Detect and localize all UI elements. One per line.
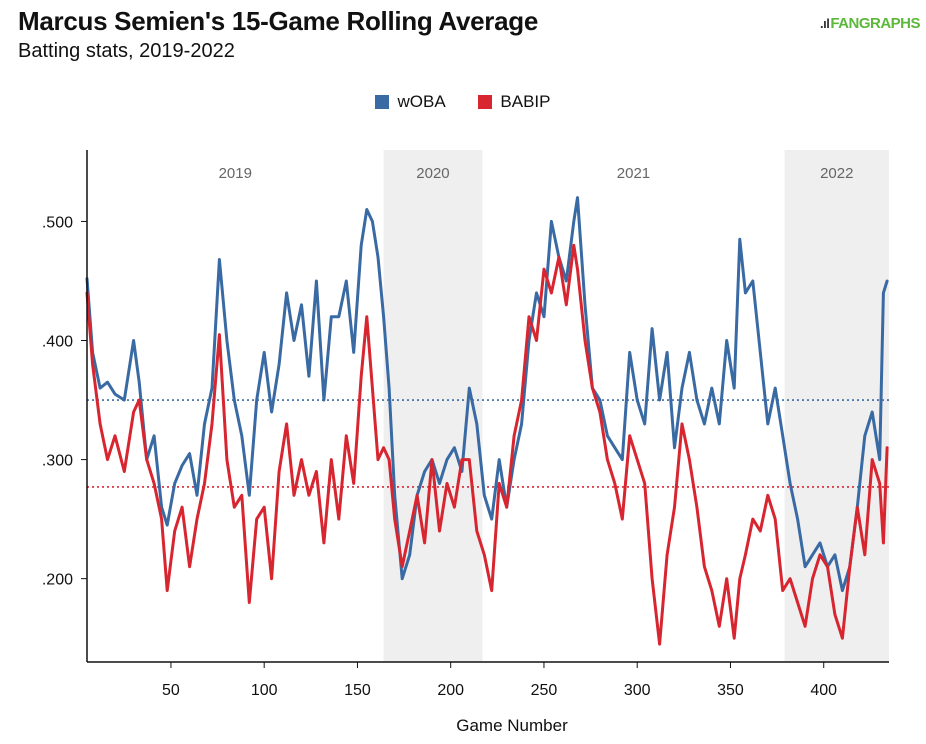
legend-item-babip[interactable]: BABIP: [478, 92, 551, 112]
x-tick-label: 250: [531, 682, 558, 699]
x-axis-label: Game Number: [456, 716, 568, 735]
x-tick-label: 350: [717, 682, 744, 699]
season-label-2019: 2019: [219, 165, 252, 182]
legend-swatch-babip: [478, 95, 493, 109]
brand-logo: .ılFANGRAPHS: [819, 15, 921, 32]
season-label-2020: 2020: [416, 165, 449, 182]
y-tick-label: .500: [42, 214, 73, 231]
season-label-2021: 2021: [617, 165, 650, 182]
logo-mark-icon: .ıl: [819, 16, 830, 31]
x-tick-label: 300: [624, 682, 651, 699]
series-line-babip: [85, 243, 889, 646]
legend-label-woba: wOBA: [397, 92, 446, 111]
x-tick-label: 50: [162, 682, 180, 699]
legend: wOBA BABIP: [0, 92, 926, 114]
y-tick-label: .300: [42, 453, 73, 470]
legend-label-babip: BABIP: [500, 92, 551, 111]
season-label-2022: 2022: [820, 165, 853, 182]
x-tick-label: 400: [810, 682, 837, 699]
legend-item-woba[interactable]: wOBA: [375, 92, 446, 112]
season-band-2022: [784, 150, 889, 662]
season-band-2020: [383, 150, 483, 662]
x-tick-label: 100: [251, 682, 278, 699]
chart-title: Marcus Semien's 15-Game Rolling Average: [18, 6, 538, 36]
brand-name: FANGRAPHS: [830, 15, 920, 32]
legend-swatch-woba: [375, 95, 390, 109]
chart-subtitle: Batting stats, 2019-2022: [18, 40, 235, 62]
x-tick-label: 200: [437, 682, 464, 699]
y-tick-label: .400: [42, 334, 73, 351]
series-line-woba: [85, 196, 889, 593]
y-tick-label: .200: [42, 572, 73, 589]
x-tick-label: 150: [344, 682, 371, 699]
